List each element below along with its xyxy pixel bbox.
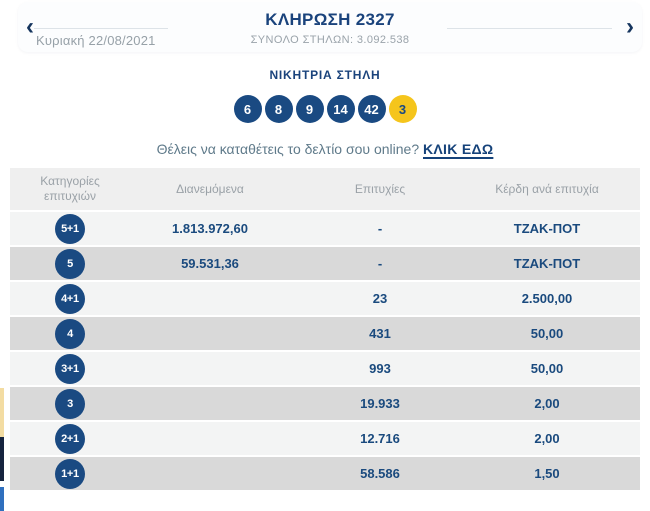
table-row: 4 431 50,00: [10, 317, 640, 352]
winning-number-ball: 42: [357, 95, 386, 123]
category-cell: 4: [10, 318, 130, 349]
prize-table-body: 5+1 1.813.972,60 - ΤΖΑΚ-ΠΟΤ 5 59.531,36 - ΤΖΑΚ-…: [10, 212, 640, 492]
winning-number-ball: 14: [326, 95, 355, 123]
prize-cell: 2.500,00: [521, 291, 573, 306]
next-draw-button[interactable]: ›: [620, 13, 640, 41]
category-badge: 2+1: [55, 423, 85, 454]
header-distributed: Διανεμόμενα: [176, 181, 244, 196]
winning-column-section: ΝΙΚΗΤΡΙΑ ΣΤΗΛΗ 6 8 9 14 42 3 Θέλεις να καταθέ…: [0, 68, 650, 157]
table-row: 4+1 23 2.500,00: [10, 282, 640, 317]
prize-table-header: Κατηγορίες επιτυχιών Διανεμόμενα Επιτυχί…: [10, 168, 640, 212]
category-badge: 3: [55, 388, 85, 419]
winners-cell: 431: [369, 326, 391, 341]
draw-header: ΚΛΗΡΩΣΗ 2327 ΣΥΝΟΛΟ ΣΤΗΛΩΝ: 3.092.538: [251, 10, 410, 46]
draw-nav-card: ‹ Κυριακή 22/08/2021 ΚΛΗΡΩΣΗ 2327 ΣΥΝΟΛΟ…: [18, 2, 642, 52]
online-cta-text: Θέλεις να καταθέτεις το δελτίο σου onlin…: [156, 141, 420, 157]
prize-cell: ΤΖΑΚ-ΠΟΤ: [513, 221, 581, 236]
prize-table: Κατηγορίες επιτυχιών Διανεμόμενα Επιτυχί…: [10, 168, 640, 492]
category-badge: 4+1: [55, 283, 85, 314]
category-badge: 5: [55, 248, 85, 279]
category-cell: 5+1: [10, 213, 130, 244]
previous-draw-button[interactable]: ‹: [20, 13, 40, 41]
total-columns: ΣΥΝΟΛΟ ΣΤΗΛΩΝ: 3.092.538: [250, 34, 410, 46]
winning-number-ball: 6: [233, 95, 262, 123]
chevron-left-icon: ‹: [26, 13, 34, 40]
draw-date: Κυριακή 22/08/2021: [36, 33, 156, 48]
category-badge: 1+1: [55, 458, 85, 489]
category-badge: 4: [55, 318, 85, 349]
header-category: Κατηγορίες επιτυχιών: [40, 174, 100, 203]
category-cell: 3: [10, 388, 130, 419]
divider-line-right: [447, 28, 612, 29]
distributed-cell: 59.531,36: [181, 256, 239, 271]
winning-numbers: 6 8 9 14 42 3: [0, 95, 650, 123]
winners-cell: 19.933: [360, 396, 400, 411]
category-cell: 5: [10, 248, 130, 279]
edge-strip-cream: [0, 388, 4, 437]
table-row: 5+1 1.813.972,60 - ΤΖΑΚ-ΠΟΤ: [10, 212, 640, 247]
header-winners: Επιτυχίες: [354, 181, 406, 196]
joker-bonus-ball: 3: [388, 95, 417, 123]
draw-title: ΚΛΗΡΩΣΗ 2327: [265, 10, 395, 29]
winning-number-ball: 9: [295, 95, 324, 123]
prize-cell: 50,00: [530, 326, 564, 341]
category-badge: 5+1: [55, 213, 85, 244]
table-row: 3 19.933 2,00: [10, 387, 640, 422]
chevron-right-icon: ›: [626, 13, 634, 40]
table-row: 5 59.531,36 - ΤΖΑΚ-ΠΟΤ: [10, 247, 640, 282]
table-row: 1+1 58.586 1,50: [10, 457, 640, 492]
winners-cell: -: [377, 256, 383, 271]
category-cell: 2+1: [10, 423, 130, 454]
category-cell: 1+1: [10, 458, 130, 489]
winning-number-ball: 8: [264, 95, 293, 123]
online-cta: Θέλεις να καταθέτεις το δελτίο σου onlin…: [0, 141, 650, 157]
winning-column-heading: ΝΙΚΗΤΡΙΑ ΣΤΗΛΗ: [269, 68, 381, 82]
edge-strip-navy: [0, 437, 4, 481]
edge-strip-blue: [0, 487, 4, 511]
winners-cell: 58.586: [360, 466, 400, 481]
click-here-link[interactable]: ΚΛΙΚ ΕΔΩ: [423, 141, 494, 157]
divider-line-left: [34, 28, 168, 29]
winners-cell: -: [377, 221, 383, 236]
prize-cell: 1,50: [534, 466, 560, 481]
winners-cell: 993: [369, 361, 391, 376]
distributed-cell: 1.813.972,60: [172, 221, 248, 236]
category-cell: 4+1: [10, 283, 130, 314]
prize-cell: 50,00: [530, 361, 564, 376]
prize-cell: 2,00: [534, 431, 560, 446]
table-row: 3+1 993 50,00: [10, 352, 640, 387]
winners-cell: 23: [372, 291, 388, 306]
header-prize: Κέρδη ανά επιτυχία: [495, 181, 599, 196]
winners-cell: 12.716: [360, 431, 400, 446]
prize-cell: ΤΖΑΚ-ΠΟΤ: [513, 256, 581, 271]
table-row: 2+1 12.716 2,00: [10, 422, 640, 457]
category-badge: 3+1: [55, 353, 85, 384]
category-cell: 3+1: [10, 353, 130, 384]
prize-cell: 2,00: [534, 396, 560, 411]
